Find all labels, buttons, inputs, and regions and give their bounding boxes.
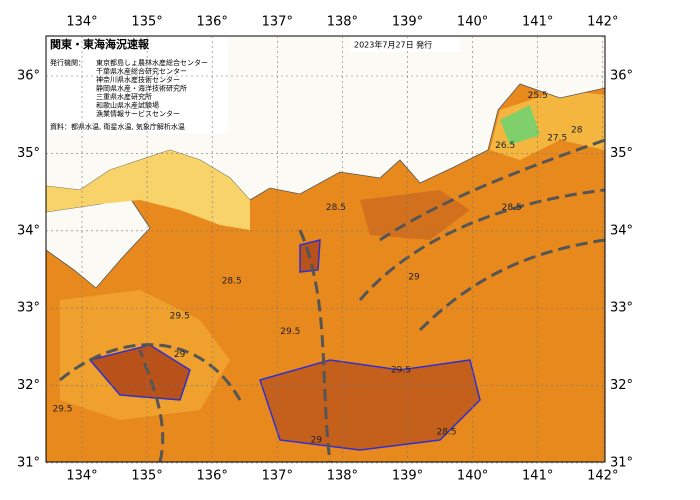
lat-label-right: 32° bbox=[610, 378, 633, 393]
contour-label: 27.5 bbox=[547, 133, 567, 143]
contour-label: 29.5 bbox=[170, 311, 190, 321]
lat-label-right: 36° bbox=[610, 69, 633, 84]
contour-label: 26.5 bbox=[495, 141, 515, 151]
agency: 和歌山県水産試験場 bbox=[96, 101, 159, 110]
lon-label-top: 142° bbox=[587, 15, 618, 30]
lat-label-right: 34° bbox=[610, 223, 633, 238]
sea-cold-patch bbox=[500, 105, 540, 145]
contour-label: 28.5 bbox=[502, 203, 522, 213]
source: 資料：都県水温, 衛星水温, 気象庁解析水温 bbox=[50, 122, 185, 131]
lon-label-top: 138° bbox=[327, 15, 358, 30]
lon-label-bottom: 140° bbox=[457, 469, 488, 484]
dynamic-layer: 東京都島しょ農林水産総合センター千葉県水産総合研究センター神奈川県水産技術センタ… bbox=[17, 15, 633, 484]
lat-label-left: 33° bbox=[17, 301, 40, 316]
lon-label-top: 135° bbox=[131, 15, 162, 30]
lon-label-bottom: 138° bbox=[327, 469, 358, 484]
lon-label-bottom: 142° bbox=[587, 469, 618, 484]
agency: 神奈川県水産技術センター bbox=[96, 75, 180, 84]
lon-label-bottom: 137° bbox=[262, 469, 293, 484]
contour-label: 29 bbox=[311, 435, 323, 445]
contour-label: 29.5 bbox=[280, 327, 300, 337]
contour-label: 25.5 bbox=[528, 91, 548, 101]
contour-label: 29.5 bbox=[52, 404, 72, 414]
contour-label: 28.5 bbox=[437, 428, 457, 438]
sea-cool-patch bbox=[490, 90, 605, 160]
current-axis bbox=[59, 138, 605, 462]
lon-label-top: 137° bbox=[262, 15, 293, 30]
lon-label-top: 141° bbox=[522, 15, 553, 30]
contour-label: 28.5 bbox=[222, 277, 242, 287]
legend-box bbox=[48, 38, 228, 134]
lat-label-left: 32° bbox=[17, 378, 40, 393]
sea-warm-patch bbox=[360, 190, 470, 240]
sea-hot-patch bbox=[88, 344, 191, 401]
agency: 東京都島しょ農林水産総合センター bbox=[96, 58, 208, 67]
contour-label: 29.5 bbox=[391, 366, 411, 376]
contour-label: 28 bbox=[571, 126, 583, 136]
lat-label-left: 31° bbox=[17, 456, 40, 471]
lon-label-bottom: 134° bbox=[66, 469, 97, 484]
lat-label-left: 36° bbox=[17, 69, 40, 84]
lat-label-left: 35° bbox=[17, 146, 40, 161]
agency: 静岡県水産・海洋技術研究所 bbox=[96, 84, 187, 93]
lon-label-top: 139° bbox=[392, 15, 423, 30]
lon-label-bottom: 135° bbox=[131, 469, 162, 484]
lat-label-right: 33° bbox=[610, 301, 633, 316]
agency: 漁業情報サービスセンター bbox=[96, 109, 180, 118]
title: 関東・東海海況速報 bbox=[50, 37, 150, 51]
lat-label-right: 35° bbox=[610, 146, 633, 161]
agency: 千葉県水産総合研究センター bbox=[96, 67, 187, 76]
sea-hot-patch bbox=[259, 359, 481, 451]
date-box bbox=[350, 38, 460, 52]
map-frame bbox=[45, 35, 606, 463]
lon-label-bottom: 141° bbox=[522, 469, 553, 484]
lat-label-left: 34° bbox=[17, 223, 40, 238]
lon-label-top: 134° bbox=[66, 15, 97, 30]
contour-label: 29 bbox=[174, 350, 186, 360]
contour-label: 28.5 bbox=[326, 203, 346, 213]
lon-label-top: 136° bbox=[197, 15, 228, 30]
agency: 三重県水産研究所 bbox=[96, 92, 152, 101]
coastal-water bbox=[46, 150, 250, 230]
lon-label-bottom: 136° bbox=[197, 469, 228, 484]
lon-label-top: 140° bbox=[457, 15, 488, 30]
issue-date: 2023年7月27日 発行 bbox=[354, 40, 432, 50]
contour-label: 29 bbox=[408, 273, 420, 283]
lon-label-bottom: 139° bbox=[392, 469, 423, 484]
agencies-label: 発行機関： bbox=[50, 58, 85, 67]
lat-label-right: 31° bbox=[610, 456, 633, 471]
